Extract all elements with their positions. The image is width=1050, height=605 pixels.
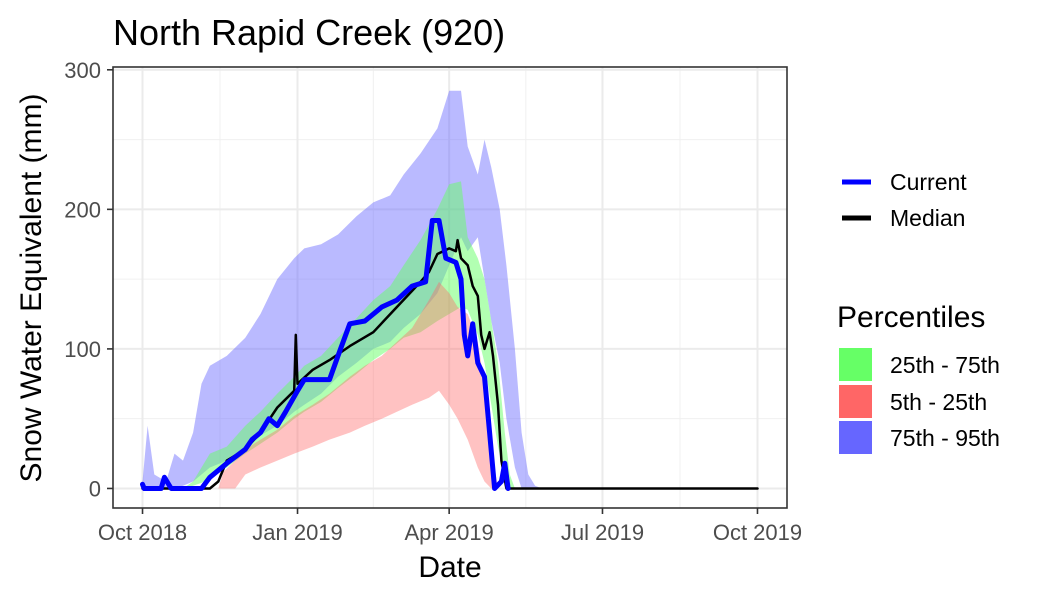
legend-median-label: Median [890,205,965,231]
y-tick-label: 200 [64,197,101,222]
legend-percentiles-title: Percentiles [837,301,985,334]
legend-p25-75: 25th - 75th [839,348,1000,381]
x-tick-label: Jul 2019 [561,520,644,545]
legend-current-label: Current [890,169,967,195]
y-tick-label: 100 [64,337,101,362]
x-tick-label: Oct 2019 [713,520,802,545]
band-75th-95th [142,90,542,489]
legend-p75-95: 75th - 95th [839,421,1000,454]
y-tick-label: 0 [89,476,101,501]
legend-p25-75-label: 25th - 75th [890,352,1000,378]
plot-panel [112,66,788,509]
legend-p5-25-swatch [839,385,872,418]
legend-median: Median [842,205,965,231]
x-axis-label: Date [418,551,481,584]
legend-p25-75-swatch [839,348,872,381]
chart-title: North Rapid Creek (920) [113,12,505,53]
series-line-current [140,218,511,491]
y-tick-label: 300 [64,58,101,83]
x-tick-label: Apr 2019 [405,520,494,545]
series-lines [140,218,759,491]
band-5th-25th [218,281,499,489]
legend-p75-95-swatch [839,421,872,454]
y-axis-label: Snow Water Equivalent (mm) [15,93,48,482]
legend-p75-95-label: 75th - 95th [890,425,1000,451]
x-tick-label: Oct 2018 [98,520,187,545]
percentile-bands [142,90,542,489]
y-axis: 0 100 200 300 [64,58,113,501]
legend-current: Current [842,169,967,195]
legend-p5-25-label: 5th - 25th [890,389,987,415]
legend-p5-25: 5th - 25th [839,385,987,418]
legend: Current Median Percentiles 25th - 75th 5… [837,169,1000,454]
band-25th-75th [183,181,515,489]
plot-border [112,66,788,509]
x-axis: Oct 2018 Jan 2019 Apr 2019 Jul 2019 Oct 2019 [98,508,802,545]
x-tick-label: Jan 2019 [252,520,343,545]
